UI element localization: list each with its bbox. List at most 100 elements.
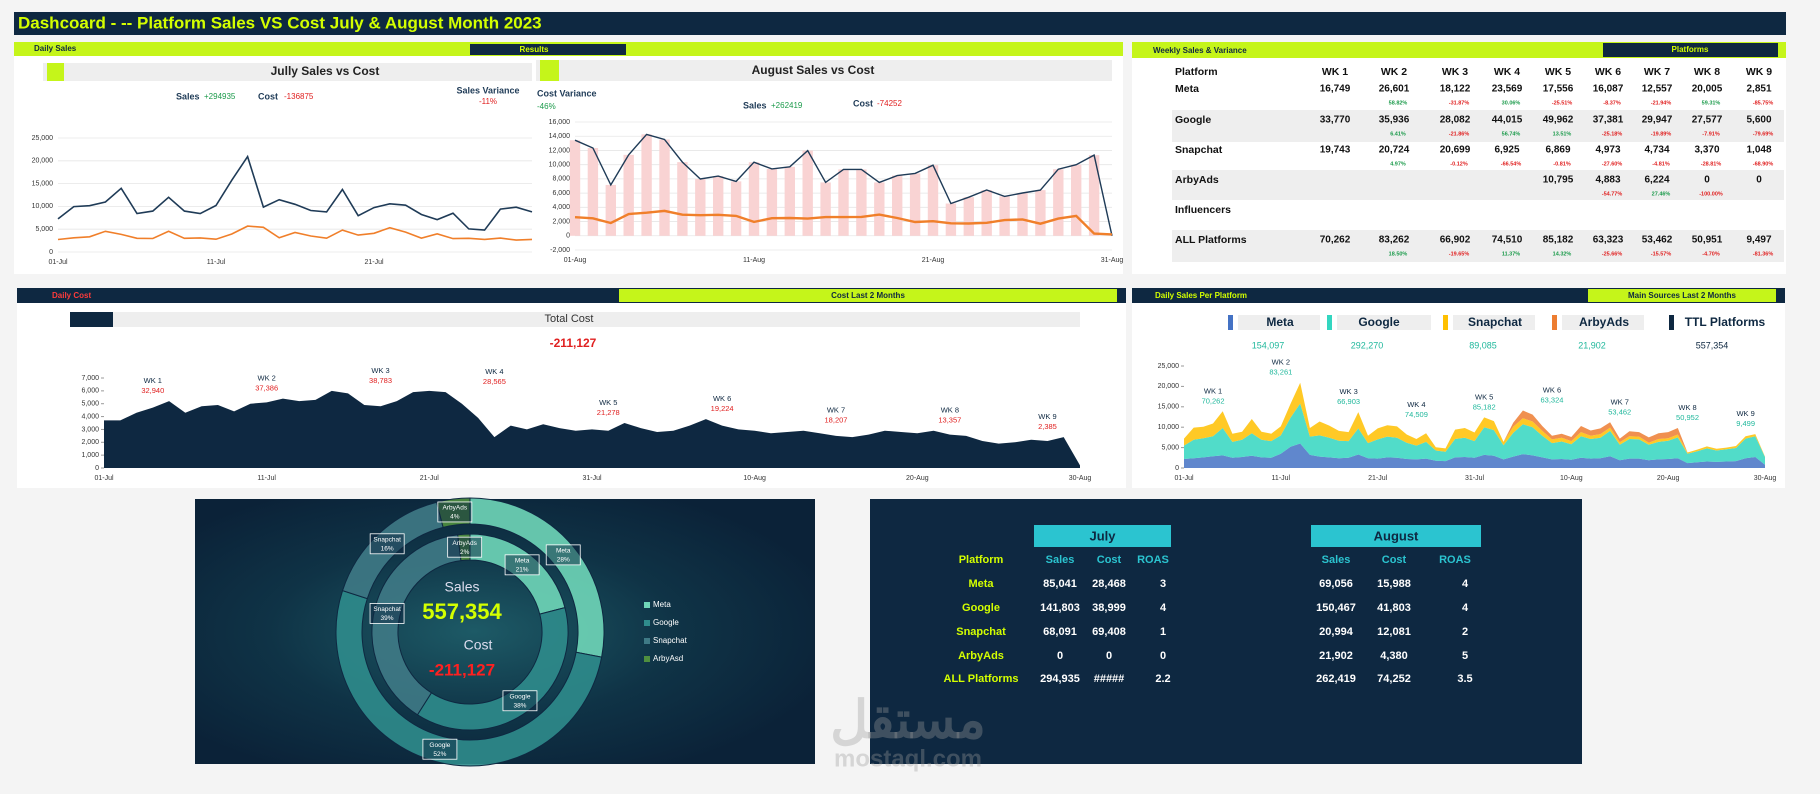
change-cell: -25.66%	[1602, 251, 1623, 257]
x-tick-label: 31-Aug	[1101, 257, 1124, 264]
week-value: 83,261	[1269, 368, 1292, 377]
row-label: Influencers	[1175, 204, 1231, 216]
y-tick-label: 15,000	[1158, 404, 1180, 411]
y-tick-label: 12,000	[549, 147, 571, 154]
legend-total: 154,097	[1252, 340, 1285, 350]
row-label: Meta	[1175, 83, 1199, 95]
table-cell: 53,462	[1642, 235, 1673, 246]
legend-swatch	[644, 638, 650, 644]
legend-swatch	[644, 620, 650, 626]
table-cell: 2.2	[1155, 673, 1170, 685]
x-tick-label: 11-Jul	[1272, 475, 1291, 482]
legend-label: Google	[653, 618, 679, 627]
table-cell: 6,869	[1545, 145, 1570, 156]
strip-label: Daily Cost	[52, 291, 91, 300]
row-band	[1172, 230, 1784, 262]
x-tick-label: 31-Jul	[582, 475, 602, 482]
change-cell: -81.36%	[1753, 251, 1774, 257]
center-value: 557,354	[422, 599, 502, 624]
table-cell: 2	[1462, 626, 1468, 638]
sales-change: +294935	[204, 92, 236, 101]
table-cell: 5	[1462, 650, 1468, 662]
week-name: WK 7	[1611, 397, 1629, 406]
change-cell: -68.90%	[1753, 161, 1774, 167]
table-cell: 16,087	[1593, 84, 1624, 95]
table-cell: #####	[1094, 673, 1125, 685]
title-bar	[536, 60, 1112, 81]
table-cell: 4,734	[1644, 145, 1669, 156]
x-tick-label: 21-Jul	[420, 475, 440, 482]
slice-label: Meta	[556, 548, 571, 555]
week-name: WK 5	[1475, 392, 1493, 401]
table-header: WK 2	[1381, 66, 1407, 78]
table-cell: 0	[1057, 650, 1063, 662]
month-title: July	[1089, 528, 1116, 543]
bar	[659, 139, 670, 236]
x-tick-label: 30-Aug	[1069, 475, 1092, 482]
y-tick-label: 6,000	[81, 388, 99, 395]
change-cell: 18.50%	[1389, 251, 1408, 257]
table-cell: 33,770	[1320, 115, 1351, 126]
legend-total: 21,902	[1578, 340, 1606, 350]
series-line	[57, 225, 533, 241]
table-cell: 1,048	[1746, 145, 1771, 156]
change-cell: -7.91%	[1702, 131, 1720, 137]
y-tick-label: 0	[566, 233, 570, 240]
strip-label: Cost Last 2 Months	[831, 291, 905, 300]
table-cell: 0	[1756, 175, 1762, 186]
x-tick-label: 21-Aug	[922, 257, 945, 264]
sources-box	[1588, 289, 1776, 302]
chart-title: Total Cost	[545, 313, 594, 325]
week-name: WK 1	[1204, 386, 1222, 395]
table-cell: 9,497	[1746, 235, 1771, 246]
y-tick-label: 5,000	[1161, 444, 1179, 451]
strip-label: Platforms	[1672, 45, 1709, 54]
cost-box	[619, 289, 1117, 302]
change-cell: 56.74%	[1502, 131, 1521, 137]
results-box	[470, 44, 626, 55]
series-line	[574, 133, 1113, 236]
change-cell: -19.65%	[1449, 251, 1470, 257]
title-marker	[540, 60, 559, 81]
bar	[1035, 190, 1046, 236]
bar	[1088, 155, 1100, 236]
variance: -11%	[479, 97, 497, 106]
title-bar	[70, 312, 1080, 327]
x-tick-label: 11-Jul	[257, 475, 276, 482]
week-value: 74,509	[1405, 410, 1428, 419]
table-cell: 41,803	[1377, 602, 1411, 614]
table-header: WK 5	[1545, 66, 1571, 78]
slice-label-box	[422, 738, 458, 760]
variance: -46%	[537, 102, 556, 111]
week-name: WK 3	[371, 366, 389, 375]
table-header: Platform	[959, 554, 1004, 566]
table-cell: 150,467	[1316, 602, 1356, 614]
table-cell: 50,951	[1692, 235, 1723, 246]
week-value: 32,940	[141, 386, 164, 395]
table-cell: 3.5	[1457, 673, 1472, 685]
series-line	[57, 154, 533, 231]
change-cell: 13.51%	[1553, 131, 1572, 137]
table-cell: 3,370	[1694, 145, 1719, 156]
row-band	[1172, 170, 1784, 200]
strip-label: Results	[520, 45, 549, 54]
series-line	[574, 209, 1113, 236]
legend-label: Snapchat	[1468, 315, 1522, 329]
week-value: 18,207	[825, 416, 848, 425]
change-cell: -85.75%	[1753, 100, 1774, 106]
bar	[695, 179, 706, 236]
y-tick-label: 16,000	[549, 119, 571, 126]
table-cell: 17,556	[1543, 84, 1574, 95]
change-cell: 59.31%	[1702, 100, 1721, 106]
change-cell: -4.70%	[1702, 251, 1720, 257]
week-name: WK 9	[1038, 412, 1056, 421]
x-tick-label: 01-Jul	[94, 475, 114, 482]
x-tick-label: 11-Aug	[743, 257, 765, 264]
table-cell: 4	[1462, 602, 1469, 614]
x-tick-label: 30-Aug	[1754, 475, 1777, 482]
row-label: ALL Platforms	[944, 673, 1019, 685]
change-cell: -0.12%	[1450, 161, 1468, 167]
stacked-area	[1184, 443, 1765, 468]
slice-value: 38%	[513, 702, 526, 709]
row-label: ArbyAds	[958, 650, 1004, 662]
